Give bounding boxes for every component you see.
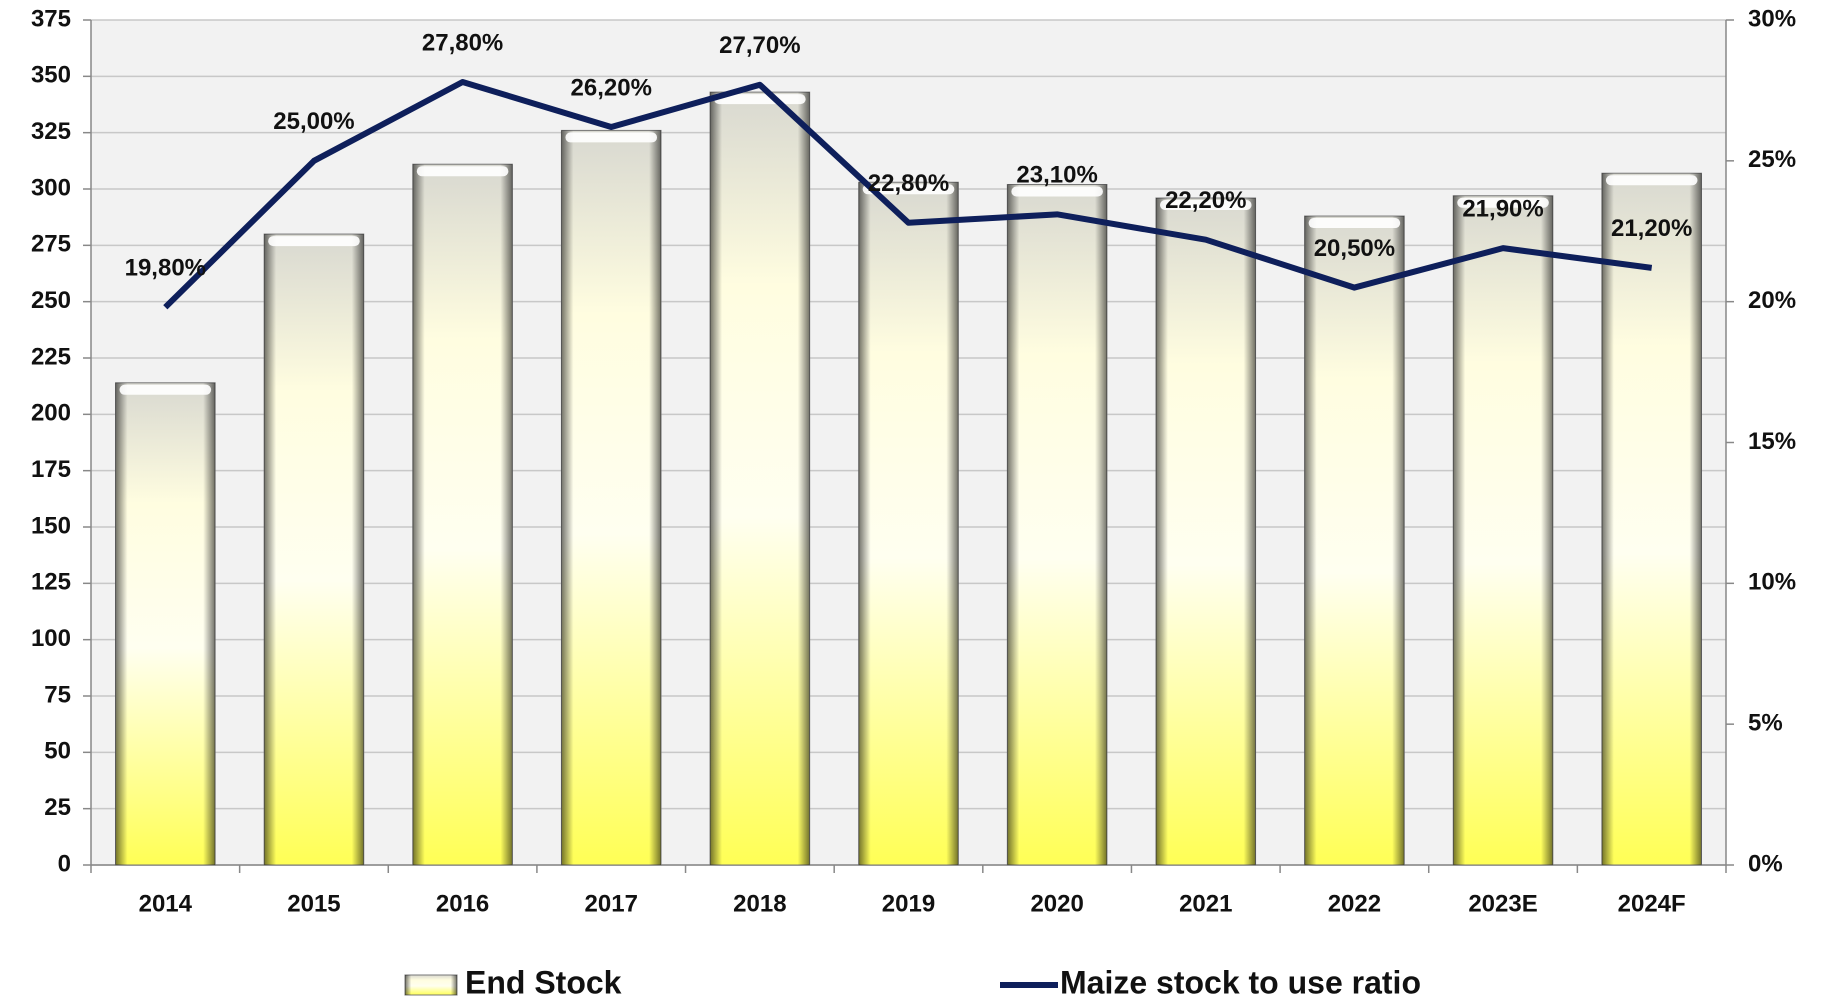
bar-cap [1308,218,1401,229]
bar-shade [1304,216,1405,866]
x-tick-label: 2018 [733,890,786,917]
bar-cap [714,94,806,105]
data-label: 26,20% [571,74,652,101]
y-tick-label: 375 [31,5,71,32]
bar-shade [1453,195,1553,865]
x-tick-label: 2014 [139,890,193,917]
data-label: 27,70% [719,32,800,59]
y-tick-label: 250 [31,287,71,314]
y-tick-label: 300 [31,174,71,201]
bar-shade [1007,184,1107,865]
data-label: 21,90% [1462,195,1543,222]
y2-tick-label: 30% [1748,5,1796,32]
y-tick-label: 150 [31,512,71,539]
y2-tick-label: 25% [1748,146,1796,173]
data-label: 27,80% [422,29,503,56]
bar-cap [1011,186,1103,197]
bar-cap [862,184,955,195]
y-tick-label: 100 [31,625,71,652]
legend-label: Maize stock to use ratio [1060,964,1421,997]
bar-cap [119,384,212,395]
y-tick-label: 350 [31,62,71,89]
bar-shade [264,234,364,866]
bar-shade [1601,173,1702,865]
data-label: 23,10% [1016,162,1097,189]
bar-cap [1605,175,1698,186]
x-tick-label: 2021 [1179,890,1232,917]
bar-shade [561,130,662,865]
legend-label: End Stock [465,964,622,997]
data-label: 25,00% [273,108,354,135]
line [163,78,1653,310]
bar-shade [710,92,810,865]
y2-tick-label: 10% [1748,569,1796,596]
bar-cap [565,132,658,143]
y-tick-label: 225 [31,343,71,370]
bar-shade [1155,198,1256,866]
y-tick-label: 175 [31,456,71,483]
x-tick-label: 2020 [1030,890,1083,917]
bar-cap [416,166,509,177]
y-tick-label: 75 [44,681,71,708]
y-tick-label: 275 [31,231,71,258]
x-tick-label: 2024F [1618,890,1686,917]
bar-shade [115,382,216,865]
x-tick-label: 2022 [1328,890,1381,917]
bar-shade [858,182,959,866]
x-tick-label: 2023E [1468,890,1537,917]
y-tick-label: 0 [58,850,71,877]
y2-tick-label: 15% [1748,428,1796,455]
bar-cap [1457,197,1549,208]
bar-cap [268,236,360,247]
bar-shade [412,164,513,866]
data-label: 20,50% [1314,235,1395,262]
y2-tick-label: 20% [1748,287,1796,314]
x-tick-label: 2016 [436,890,489,917]
y2-tick-label: 5% [1748,710,1783,737]
x-tick-label: 2019 [882,890,935,917]
x-tick-label: 2015 [287,890,340,917]
y-tick-label: 125 [31,569,71,596]
y-tick-label: 25 [44,794,71,821]
y-tick-label: 50 [44,738,71,765]
y2-tick-label: 0% [1748,850,1783,877]
x-tick-label: 2017 [585,890,638,917]
data-label: 22,80% [868,170,949,197]
data-label: 21,20% [1611,215,1692,242]
y-tick-label: 325 [31,118,71,145]
legend-swatch-shade [405,975,457,995]
data-label: 19,80% [125,255,206,282]
y-tick-label: 200 [31,400,71,427]
bar-cap [1159,200,1252,211]
data-label: 22,20% [1165,187,1246,214]
